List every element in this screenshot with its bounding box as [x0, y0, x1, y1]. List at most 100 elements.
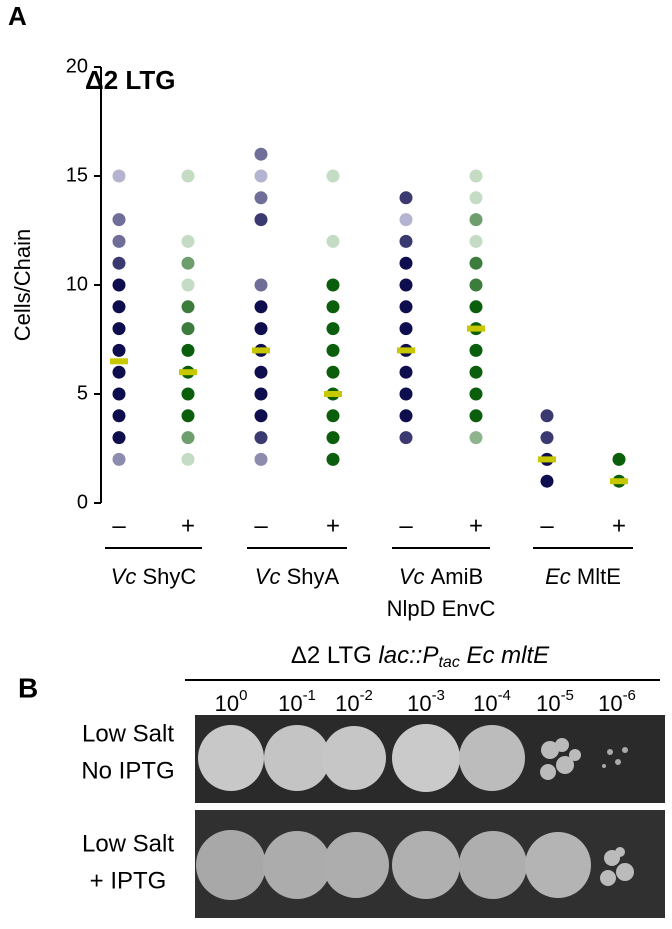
dot: [254, 147, 268, 161]
median: [610, 478, 628, 485]
dot: [469, 365, 483, 379]
dot: [399, 234, 413, 248]
dilution-label: 100: [215, 687, 248, 716]
median: [110, 358, 128, 365]
dot: [399, 387, 413, 401]
x-tick-label: +: [469, 512, 483, 539]
x-tick-label: +: [181, 512, 195, 539]
dot: [254, 452, 268, 466]
group-label: Vc ShyC: [111, 564, 197, 589]
panel-label: A: [8, 1, 27, 31]
dot: [399, 300, 413, 314]
dot: [326, 300, 340, 314]
median: [397, 347, 415, 354]
y-tick-label: 5: [77, 382, 88, 404]
dot: [254, 387, 268, 401]
dot: [399, 322, 413, 336]
dot: [181, 300, 195, 314]
dot: [540, 409, 554, 423]
dot: [469, 191, 483, 205]
dot: [181, 278, 195, 292]
dot: [112, 322, 126, 336]
dot: [254, 322, 268, 336]
y-tick-label: 10: [66, 273, 88, 295]
dot: [540, 431, 554, 445]
dot: [469, 256, 483, 270]
dot: [326, 409, 340, 423]
median: [324, 391, 342, 397]
dot: [181, 343, 195, 357]
x-tick-label: +: [612, 512, 626, 539]
row-label: Low Salt: [82, 720, 174, 747]
dot: [469, 278, 483, 292]
dot: [254, 278, 268, 292]
dot: [254, 300, 268, 314]
dilution-label: 10-3: [407, 687, 445, 716]
dot: [399, 191, 413, 205]
dot: [181, 256, 195, 270]
dot: [181, 409, 195, 423]
row-label: + IPTG: [90, 867, 167, 894]
x-tick-label: –: [399, 512, 413, 539]
y-axis-label: Cells/Chain: [10, 229, 35, 342]
dot: [399, 256, 413, 270]
group-label: NlpD EnvC: [387, 596, 496, 621]
dot: [326, 234, 340, 248]
dot: [254, 409, 268, 423]
median: [252, 347, 270, 354]
dot: [112, 343, 126, 357]
x-tick-label: –: [540, 512, 554, 539]
row-label: Low Salt: [82, 830, 174, 857]
dilution-label: 10-4: [473, 687, 511, 716]
dot: [469, 343, 483, 357]
dot: [326, 343, 340, 357]
dot: [469, 169, 483, 183]
dot: [540, 474, 554, 488]
dot: [399, 213, 413, 227]
dot: [399, 278, 413, 292]
dot: [469, 409, 483, 423]
dilution-label: 10-5: [536, 687, 574, 716]
dot: [112, 452, 126, 466]
group-label: Vc ShyA: [255, 564, 340, 589]
dot: [326, 322, 340, 336]
dilution-label: 10-6: [598, 687, 636, 716]
dot: [254, 365, 268, 379]
dilution-label: 10-2: [335, 687, 373, 716]
dot: [181, 387, 195, 401]
dot: [399, 365, 413, 379]
median: [467, 325, 485, 332]
dot: [254, 431, 268, 445]
dot: [326, 169, 340, 183]
dot: [181, 431, 195, 445]
panel-b-header: Δ2 LTG lac::Ptac Ec mltE: [291, 642, 550, 671]
dot: [112, 278, 126, 292]
dot: [254, 213, 268, 227]
dot: [326, 452, 340, 466]
y-tick-label: 15: [66, 164, 88, 186]
dot: [254, 191, 268, 205]
dot: [326, 278, 340, 292]
dot: [112, 169, 126, 183]
group-label: Ec MltE: [545, 564, 621, 589]
chart-title: Δ2 LTG: [85, 65, 175, 95]
dot: [181, 234, 195, 248]
dot: [112, 256, 126, 270]
dot: [112, 431, 126, 445]
dot: [469, 300, 483, 314]
dot: [326, 365, 340, 379]
dot: [399, 409, 413, 423]
panel-label: B: [18, 672, 38, 703]
dot: [469, 213, 483, 227]
dot: [326, 431, 340, 445]
dot: [112, 234, 126, 248]
dot: [181, 322, 195, 336]
colonies: [196, 724, 634, 900]
dot: [612, 452, 626, 466]
dot: [469, 234, 483, 248]
x-tick-label: +: [326, 512, 340, 539]
dot: [254, 169, 268, 183]
dot: [112, 300, 126, 314]
median: [538, 456, 556, 463]
